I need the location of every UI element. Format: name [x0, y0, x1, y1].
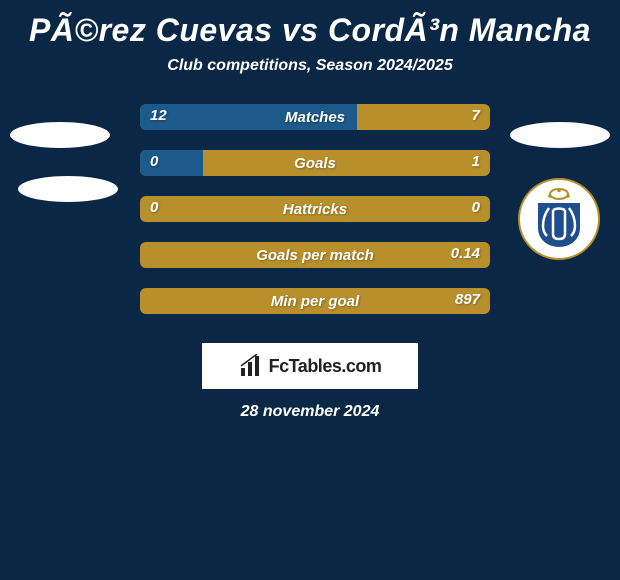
stat-bar: Goals: [140, 150, 490, 176]
stat-row: Goals0 1: [0, 141, 620, 187]
stat-row: Min per goal897: [0, 279, 620, 325]
bar-chart-icon: [239, 354, 263, 378]
stat-bar: Goals per match: [140, 242, 490, 268]
stat-value-left: 0: [150, 153, 158, 170]
stat-value-right: 7: [472, 107, 480, 124]
page-title: PÃ©rez Cuevas vs CordÃ³n Mancha: [0, 0, 620, 53]
stat-value-left: 12: [150, 107, 167, 124]
date-text: 28 november 2024: [0, 389, 620, 435]
stat-label: Min per goal: [140, 288, 490, 314]
stat-value-right: 0: [472, 199, 480, 216]
stat-value-right: 1: [472, 153, 480, 170]
stat-bar: Hattricks: [140, 196, 490, 222]
stat-label: Goals per match: [140, 242, 490, 268]
stat-row: Goals per match0.14: [0, 233, 620, 279]
stat-row: Matches12 7: [0, 95, 620, 141]
brand-box: FcTables.com: [202, 343, 418, 389]
stat-label: Goals: [140, 150, 490, 176]
stat-label: Matches: [140, 104, 490, 130]
stat-value-left: 0: [150, 199, 158, 216]
stat-value-right: 0.14: [451, 245, 480, 262]
stat-bar: Matches: [140, 104, 490, 130]
page-subtitle: Club competitions, Season 2024/2025: [0, 53, 620, 95]
stat-bar: Min per goal: [140, 288, 490, 314]
stat-value-right: 897: [455, 291, 480, 308]
stat-label: Hattricks: [140, 196, 490, 222]
brand-text: FcTables.com: [269, 356, 382, 377]
stat-row: Hattricks0 0: [0, 187, 620, 233]
